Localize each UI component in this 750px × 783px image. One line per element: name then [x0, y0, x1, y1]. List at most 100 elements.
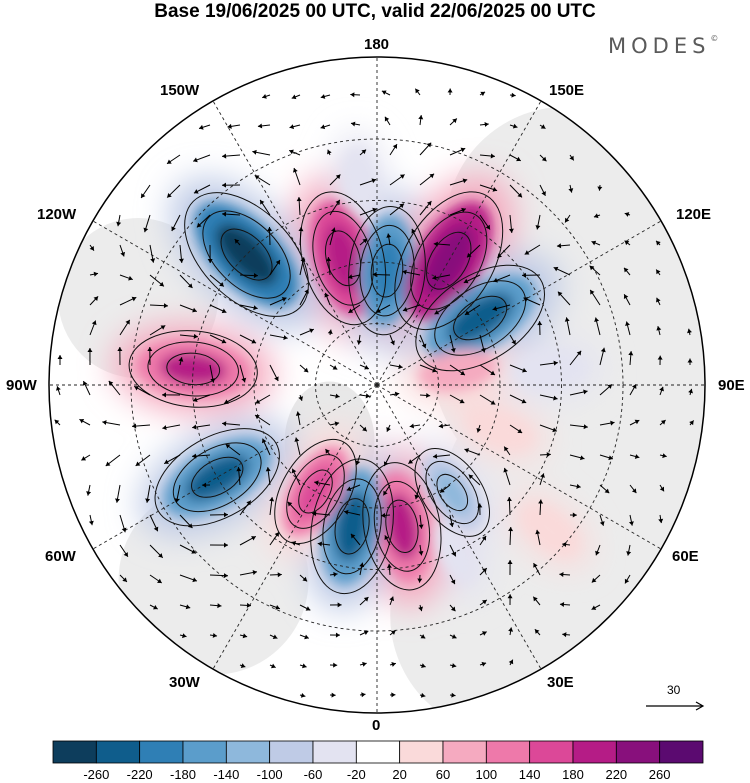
wind-arrow-head: [389, 596, 395, 602]
wind-arrow-head: [452, 118, 457, 124]
wind-arrow-head: [415, 88, 420, 94]
wind-arrow-head: [579, 455, 585, 461]
colorbar-swatch: [312, 740, 357, 764]
wind-arrow-head: [132, 423, 137, 429]
wind-arrow-head: [414, 494, 420, 500]
lon-label-120e: 120E: [676, 206, 712, 223]
wind-arrow-head: [600, 347, 606, 353]
wind-arrow-head: [634, 419, 640, 425]
wind-arrow-head: [153, 604, 158, 610]
wind-arrow-head: [450, 606, 456, 612]
wind-arrow-head: [251, 339, 257, 344]
wind-arrow-head: [409, 423, 415, 429]
wind-arrow-head: [492, 186, 498, 192]
wind-arrow-head: [535, 529, 541, 535]
wind-arrow-head: [607, 384, 613, 389]
wind-arrow-head: [534, 629, 540, 634]
anomaly-core-positive: [521, 504, 578, 556]
wind-arrow-head: [508, 627, 514, 632]
wind-arrow-head: [398, 364, 403, 370]
wind-arrow-head: [569, 155, 574, 161]
meridian: [376, 100, 542, 386]
wind-arrow-head: [391, 692, 396, 698]
wind-arrow-head: [408, 459, 414, 464]
colorbar-tick: 260: [648, 767, 671, 782]
wind-arrow-head: [324, 292, 330, 298]
wind-arrow-head: [656, 240, 661, 246]
wind-arrow-head: [556, 243, 562, 249]
wind-arrow-head: [242, 633, 248, 639]
meridian: [376, 384, 662, 550]
wind-arrow-head: [150, 258, 156, 263]
wind-arrow-head: [54, 419, 60, 425]
wind-arrow-head: [450, 348, 456, 353]
wind-arrow-head: [225, 444, 231, 449]
wind-arrow-head: [167, 192, 172, 198]
wind-arrow-head: [460, 147, 466, 153]
wind-arrow-head: [511, 92, 516, 98]
wind-arrow-head: [227, 123, 232, 129]
wind-arrow-head: [634, 454, 640, 459]
lon-label-0: 0: [372, 717, 381, 734]
wind-arrow-head: [265, 467, 271, 472]
contour-line: [359, 224, 415, 317]
wind-arrow-head: [102, 420, 107, 426]
wind-arrow-head: [572, 512, 577, 518]
wind-arrow-head: [687, 328, 692, 334]
colorbar-tick: 60: [435, 767, 451, 782]
wind-arrow-head: [192, 577, 197, 583]
wind-arrow-head: [507, 594, 513, 599]
wind-arrow-head: [210, 378, 216, 383]
wind-arrow-head: [576, 350, 582, 356]
wind-arrow-head: [481, 535, 487, 541]
lon-label-90e: 90E: [718, 377, 745, 394]
lon-label-180: 180: [364, 36, 390, 53]
wind-arrow-head: [482, 631, 487, 636]
wind-arrow-head: [164, 459, 169, 464]
wind-arrow-head: [418, 551, 424, 556]
wind-arrow-head: [590, 289, 595, 295]
wind-arrow-head: [492, 306, 498, 311]
wind-arrow-head: [660, 420, 666, 425]
wind-arrow-head: [535, 225, 541, 230]
wind-arrow-head: [335, 174, 341, 180]
wind-arrow-head: [689, 420, 694, 426]
wind-arrow-head: [394, 391, 400, 397]
wind-arrow-head: [447, 88, 453, 93]
wind-arrow-head: [289, 149, 294, 155]
lon-label-60w: 60W: [45, 548, 76, 565]
colorbar-tick: -60: [303, 767, 323, 782]
wind-arrow-head: [159, 281, 164, 287]
wind-arrow-head: [269, 497, 275, 502]
wind-arrow-head: [207, 258, 213, 263]
colorbar-tick: 220: [605, 767, 628, 782]
wind-arrow-head: [296, 197, 302, 202]
wind-arrow-head: [402, 306, 408, 312]
colorbar-swatch: [529, 740, 574, 764]
wind-arrow-head: [255, 415, 260, 420]
contour-line: [434, 280, 527, 356]
meridian: [376, 220, 662, 386]
wind-arrow-head: [466, 252, 472, 258]
wind-arrow-head: [399, 203, 404, 209]
wind-arrow-head: [292, 168, 298, 173]
wind-arrow-head: [490, 370, 495, 375]
wind-arrow-head: [565, 217, 570, 223]
wind-arrow-head: [381, 90, 387, 95]
wind-arrow-head: [223, 512, 228, 518]
wind-arrow-head: [523, 297, 529, 302]
wind-arrow-head: [426, 392, 431, 398]
wind-arrow-head: [223, 542, 228, 548]
wind-arrow-head: [623, 294, 629, 299]
colorbar-swatch: [95, 740, 141, 764]
colorbar-tick: 180: [562, 767, 584, 782]
wind-arrow-head: [383, 490, 388, 496]
wind-arrow-head: [624, 240, 630, 246]
wind-arrow-head: [628, 521, 634, 526]
wind-arrow-head: [252, 149, 257, 155]
wind-arrow-head: [391, 662, 396, 667]
wind-arrow-head: [687, 358, 693, 363]
wind-arrow-head: [356, 340, 362, 345]
contour-line: [147, 341, 239, 397]
